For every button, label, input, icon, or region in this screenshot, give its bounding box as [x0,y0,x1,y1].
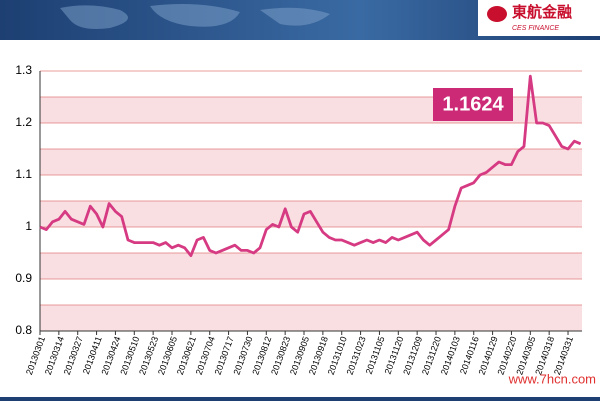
y-tick-label: 0.8 [15,323,32,337]
y-tick-label: 1.2 [15,115,32,129]
logo-icon [487,6,507,22]
y-tick-label: 1.1 [15,167,32,181]
footer-line [0,397,600,401]
annotation-box [433,88,513,121]
y-tick-label: 0.9 [15,271,32,285]
brand-en: CES FINANCE [512,25,559,32]
grid-band [40,305,582,331]
grid-band [40,149,582,175]
map-decoration [60,4,330,29]
brand: 東航金融 [512,3,572,21]
watermark: www.7hcn.com [508,371,596,386]
annotation: 1.1624 [442,93,504,115]
y-tick-label: 1 [25,219,32,233]
series-line [39,74,582,257]
grid-band [40,253,582,279]
y-tick-label: 1.3 [15,63,32,77]
